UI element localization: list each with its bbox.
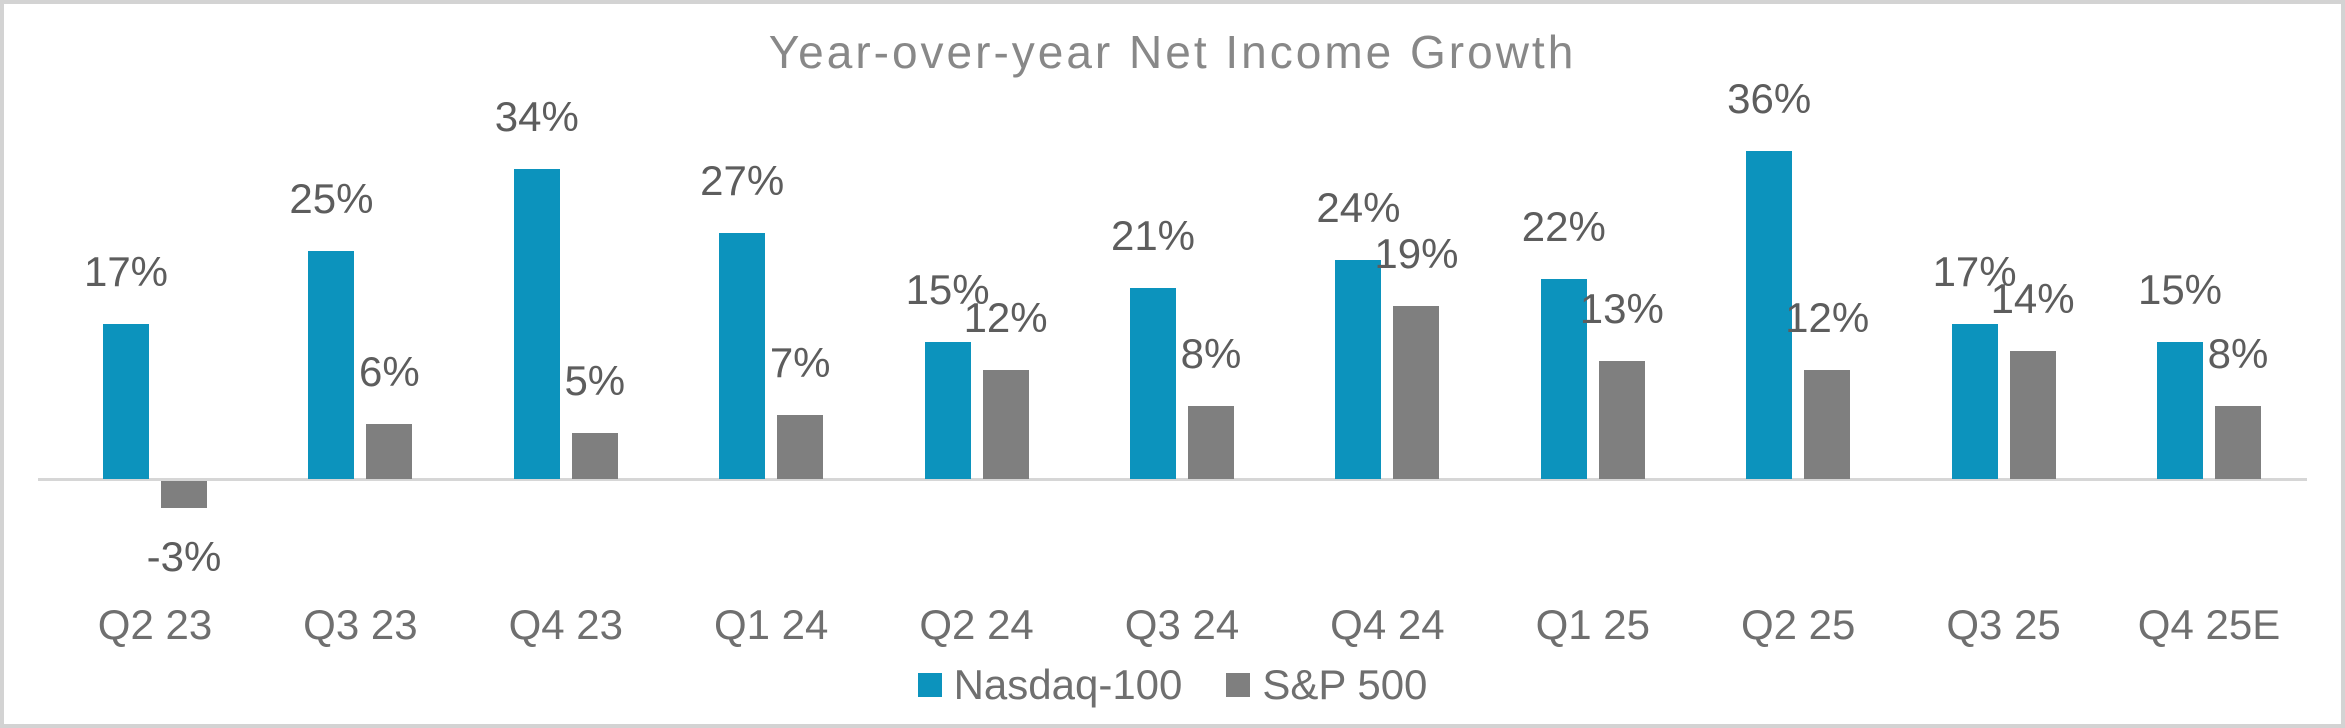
bar-nasdaq-100 — [103, 324, 149, 479]
value-label-nasdaq-100: 34% — [494, 93, 579, 140]
bar-s-p-500 — [2215, 406, 2261, 479]
value-label-nasdaq-100: 15% — [2137, 266, 2223, 313]
bar-nasdaq-100 — [719, 233, 766, 479]
legend-swatch-sp-500 — [1226, 673, 1251, 697]
value-label-s-p-500: 13% — [1579, 285, 1664, 332]
bar-nasdaq-100 — [513, 169, 560, 479]
chart-title: Year-over-year Net Income Growth — [768, 26, 1577, 78]
bar-s-p-500 — [1804, 370, 1851, 479]
value-label-nasdaq-100: 36% — [1727, 75, 1812, 122]
bar-s-p-500 — [1598, 361, 1645, 479]
bar-s-p-500 — [366, 424, 413, 479]
x-axis-label: Q3 23 — [303, 601, 418, 648]
bar-nasdaq-100 — [1335, 260, 1382, 479]
bar-s-p-500 — [777, 415, 824, 479]
value-label-s-p-500: 5% — [564, 357, 626, 404]
plot-area: Q2 23 17% -3% Q3 23 25% 6% Q4 23 34% 5% Q1 24 27% 7… — [4, 4, 2341, 724]
x-axis-label: Q1 24 — [713, 601, 829, 648]
bar-nasdaq-100 — [1540, 279, 1587, 479]
value-label-s-p-500: 6% — [359, 348, 420, 395]
value-label-nasdaq-100: 27% — [700, 157, 785, 204]
legend: Nasdaq-100 S&P 500 — [4, 662, 2341, 708]
x-axis-label: Q2 23 — [97, 601, 213, 648]
bar-s-p-500 — [161, 481, 207, 508]
x-axis-label: Q3 24 — [1124, 601, 1240, 648]
bar-s-p-500 — [982, 370, 1029, 479]
bar-s-p-500 — [571, 433, 618, 479]
x-axis-label: Q2 25 — [1740, 601, 1856, 648]
x-axis-label: Q1 25 — [1535, 601, 1650, 648]
legend-label-sp-500: S&P 500 — [1262, 661, 1428, 708]
bar-nasdaq-100 — [308, 251, 355, 479]
bar-nasdaq-100 — [1951, 324, 1998, 479]
x-axis-label: Q4 23 — [508, 601, 623, 648]
x-axis-label: Q3 25 — [1946, 601, 2061, 648]
value-label-nasdaq-100: 22% — [1521, 203, 1606, 250]
value-label-s-p-500: 8% — [1180, 330, 1242, 377]
bar-nasdaq-100 — [2157, 342, 2203, 479]
value-label-s-p-500: -3% — [146, 533, 222, 580]
value-label-s-p-500: 12% — [1785, 294, 1870, 341]
bar-nasdaq-100 — [1746, 151, 1793, 479]
x-axis-label: Q2 24 — [919, 601, 1034, 648]
value-label-s-p-500: 7% — [769, 339, 831, 386]
value-label-s-p-500: 8% — [2207, 330, 2269, 377]
value-label-s-p-500: 12% — [963, 294, 1048, 341]
value-label-nasdaq-100: 17% — [83, 248, 169, 295]
value-label-nasdaq-100: 21% — [1110, 212, 1196, 259]
value-label-nasdaq-100: 17% — [1932, 248, 2017, 295]
x-axis-label: Q4 25E — [2137, 601, 2281, 648]
value-label-nasdaq-100: 15% — [905, 266, 990, 313]
value-label-s-p-500: 19% — [1374, 230, 1459, 277]
x-axis-label: Q4 24 — [1330, 601, 1445, 648]
bar-s-p-500 — [1188, 406, 1234, 479]
legend-item-sp-500: S&P 500 — [1226, 662, 1427, 708]
legend-swatch-nasdaq-100 — [917, 673, 942, 697]
value-label-nasdaq-100: 25% — [289, 175, 374, 222]
bar-nasdaq-100 — [1130, 288, 1176, 479]
bar-s-p-500 — [1393, 306, 1440, 479]
bar-nasdaq-100 — [924, 342, 971, 479]
value-label-s-p-500: 14% — [1990, 275, 2075, 322]
value-label-nasdaq-100: 24% — [1316, 184, 1401, 231]
x-axis-line — [38, 478, 2307, 481]
bar-s-p-500 — [2009, 351, 2056, 479]
legend-item-nasdaq-100: Nasdaq-100 — [917, 661, 1183, 708]
legend-label-nasdaq-100: Nasdaq-100 — [953, 661, 1183, 708]
